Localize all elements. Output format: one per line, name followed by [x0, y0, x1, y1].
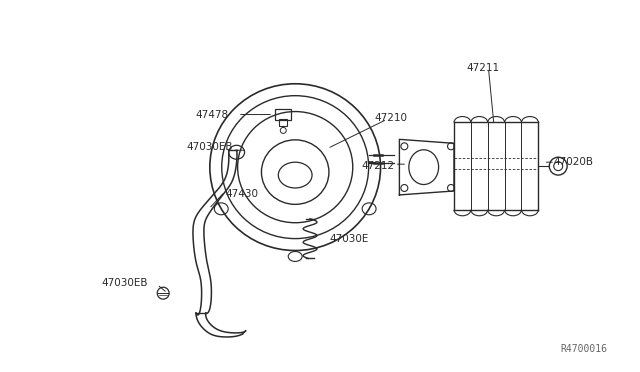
Text: R4700016: R4700016 — [561, 344, 608, 354]
Text: 47478: 47478 — [196, 109, 229, 119]
Text: 47430: 47430 — [226, 189, 259, 199]
Text: 47211: 47211 — [467, 63, 500, 73]
Bar — [275, 109, 291, 121]
Text: 47210: 47210 — [374, 112, 408, 122]
Text: 47030E: 47030E — [330, 234, 369, 244]
Text: 47030EB: 47030EB — [186, 142, 232, 152]
Text: 47212: 47212 — [362, 161, 395, 171]
Text: 47030EB: 47030EB — [102, 278, 148, 288]
Text: 47020B: 47020B — [553, 157, 593, 167]
Bar — [279, 119, 287, 126]
